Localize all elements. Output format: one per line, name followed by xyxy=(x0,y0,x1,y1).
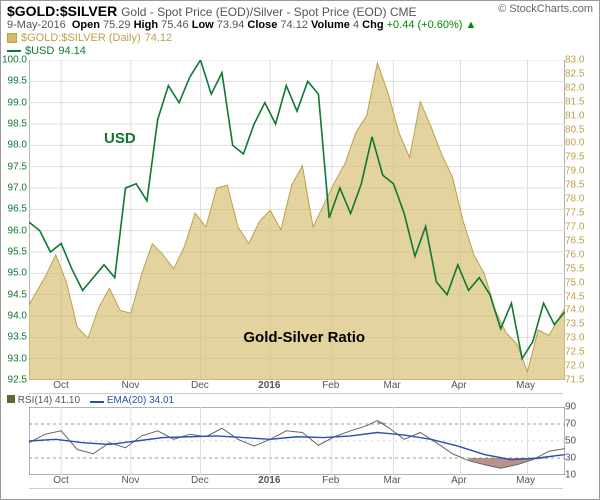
main-plot-wrap: 92.593.093.594.094.595.095.596.096.597.0… xyxy=(1,60,599,380)
chg-label: Chg xyxy=(362,19,383,31)
rsi-swatch-icon xyxy=(7,395,15,403)
chg-up-icon: ▲ xyxy=(466,19,477,31)
ohlc-line: 9-May-2016 Open 75.29 High 75.46 Low 73.… xyxy=(7,19,593,31)
legend-series1-value: 74.12 xyxy=(145,32,173,44)
volume-value: 4 xyxy=(353,19,359,31)
legend-series2-value: 94.14 xyxy=(58,45,86,57)
legend-row-usd: $USD 94.14 xyxy=(7,45,593,57)
ema-line-icon xyxy=(90,401,104,403)
legend-row-gold-silver: $GOLD:$SILVER (Daily) 74.12 xyxy=(7,32,593,44)
y-axis-right: 71.572.072.573.073.574.074.575.075.576.0… xyxy=(563,60,599,380)
legend-series1-label: $GOLD:$SILVER (Daily) xyxy=(21,32,141,44)
main-legend: $GOLD:$SILVER (Daily) 74.12 $USD 94.14 xyxy=(1,32,599,60)
ticker-symbol: $GOLD:$SILVER xyxy=(7,3,117,19)
rsi-chart-svg xyxy=(29,407,565,475)
ema-label: EMA(20) xyxy=(107,395,146,406)
area-swatch-icon xyxy=(7,33,17,43)
x-axis-main: OctNovDec2016FebMarAprMay xyxy=(29,380,563,394)
chart-date: 9-May-2016 xyxy=(7,19,66,31)
close-label: Close xyxy=(247,19,277,31)
main-plot-area: USDGold-Silver Ratio xyxy=(29,60,563,380)
rsi-value: 41.10 xyxy=(55,395,80,406)
line-swatch-icon xyxy=(7,50,21,52)
rsi-legend-1: RSI(14) 41.10 xyxy=(7,395,80,406)
rsi-legend: RSI(14) 41.10 EMA(20) 34.01 xyxy=(1,394,599,407)
high-label: High xyxy=(134,19,158,31)
legend-series2-label: $USD xyxy=(25,45,54,57)
low-label: Low xyxy=(192,19,214,31)
rsi-label: RSI(14) xyxy=(18,395,52,406)
open-value: 75.29 xyxy=(103,19,131,31)
y-axis-left: 92.593.093.594.094.595.095.596.096.597.0… xyxy=(1,60,29,380)
ticker-description: Gold - Spot Price (EOD)/Silver - Spot Pr… xyxy=(121,5,416,19)
rsi-plot-area xyxy=(29,407,563,475)
chg-value: +0.44 (+0.60%) xyxy=(387,19,463,31)
low-value: 73.94 xyxy=(217,19,245,31)
close-value: 74.12 xyxy=(280,19,308,31)
y-axis-rsi: 1030507090 xyxy=(563,407,599,475)
chart-container: © StockCharts.com $GOLD:$SILVER Gold - S… xyxy=(0,0,600,500)
ema-value: 34.01 xyxy=(149,395,174,406)
rsi-legend-2: EMA(20) 34.01 xyxy=(90,395,174,406)
rsi-plot-wrap: 1030507090 xyxy=(1,407,599,475)
high-value: 75.46 xyxy=(161,19,189,31)
volume-label: Volume xyxy=(311,19,350,31)
x-axis-rsi: OctNovDec2016FebMarAprMay xyxy=(29,475,563,489)
watermark: © StockCharts.com xyxy=(498,3,593,15)
open-label: Open xyxy=(72,19,100,31)
